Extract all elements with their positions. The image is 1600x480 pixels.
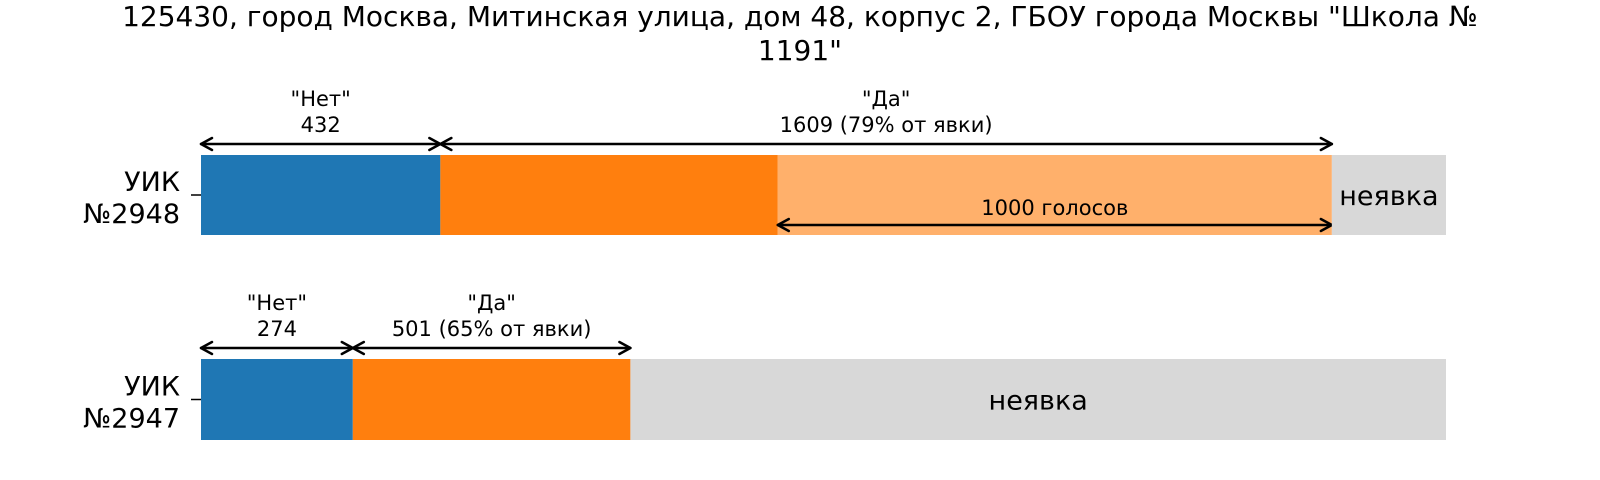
bar2-da-title: "Да" (467, 291, 516, 315)
bar2-net-value: 274 (257, 317, 297, 341)
bar1-noshow-label: неявка (1339, 181, 1438, 212)
bar1-highlight-label: 1000 голосов (981, 196, 1128, 220)
bar1-category-label-line2: №2948 (83, 199, 180, 230)
bar1-da-segment (440, 155, 778, 235)
bar2-net-segment (201, 359, 353, 440)
bar2-category-label-line1: УИК (124, 372, 180, 403)
bar1-da-arrow (439, 136, 1334, 152)
bar2-noshow-label: неявка (989, 386, 1088, 417)
bar2-net-title: "Нет" (247, 291, 307, 315)
bar2-net-arrow (199, 340, 355, 356)
bar1-da-extra-segment (777, 155, 1332, 235)
bar1-category-label-line1: УИК (124, 167, 180, 198)
bar2-category-label-line2: №2947 (83, 404, 180, 435)
bar1-net-segment (201, 155, 441, 235)
chart-title: 125430, город Москва, Митинская улица, д… (0, 0, 1600, 68)
bar1-net-arrow (199, 136, 442, 152)
bar1-noshow-segment (1331, 155, 1446, 235)
bar2-noshow-segment (630, 359, 1446, 440)
bar2-da-arrow (351, 340, 632, 356)
bar1-da-title: "Да" (862, 87, 911, 111)
bar2-da-value: 501 (65% от явки) (392, 317, 592, 341)
bar1-net-value: 432 (301, 113, 341, 137)
bar2-da-segment (352, 359, 631, 440)
chart-title-line1: 125430, город Москва, Митинская улица, д… (122, 0, 1478, 33)
chart-title-line2: 1191" (757, 34, 843, 67)
bar1-net-title: "Нет" (291, 87, 351, 111)
bar1-da-value: 1609 (79% от явки) (780, 113, 993, 137)
